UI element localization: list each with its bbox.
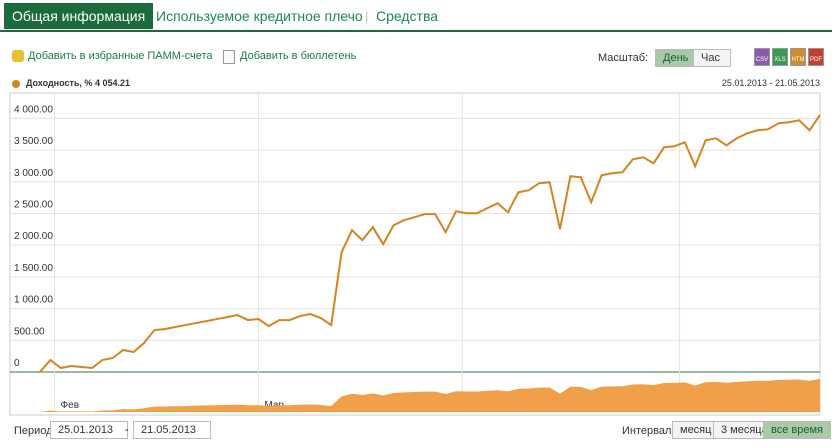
y-tick-label: 0 (14, 358, 20, 369)
period-label: Период: (14, 425, 56, 437)
y-tick-label: 1 500.00 (14, 263, 53, 274)
y-tick-label: 1 000.00 (14, 295, 53, 306)
legend-value: 4 054.21 (94, 78, 130, 88)
tab[interactable]: Средства (376, 8, 439, 24)
scale-button[interactable]: Час (693, 49, 731, 67)
legend-name: Доходность, % (26, 78, 93, 88)
plot-frame (9, 92, 821, 416)
interval-label: Интервал: (622, 425, 675, 437)
doc-icon (223, 50, 235, 64)
scale-label: Масштаб: (598, 52, 649, 64)
date-input[interactable]: 25.01.2013 (50, 421, 128, 439)
tab[interactable]: Используемое кредитное плечо (156, 8, 363, 24)
navigator-area (40, 378, 820, 412)
y-tick-label: 2 500.00 (14, 199, 53, 210)
tab[interactable]: Общая информация (4, 3, 154, 29)
bulletin-link[interactable]: Добавить в бюллетень (240, 50, 357, 62)
dash: - (125, 424, 129, 436)
export-icon[interactable]: XLS (772, 48, 788, 66)
y-tick-label: 3 500.00 (14, 136, 53, 147)
favorites-link[interactable]: Добавить в избранные ПАММ-счета (28, 50, 213, 62)
export-icon[interactable]: PDF (808, 48, 824, 66)
y-tick-label: 500.00 (14, 326, 45, 337)
y-tick-label: 2 000.00 (14, 231, 53, 242)
date-input[interactable]: 21.05.2013 (133, 421, 211, 439)
y-tick-label: 4 000.00 (14, 104, 53, 115)
scale-button[interactable]: День (655, 49, 697, 67)
star-icon (12, 50, 24, 62)
legend-dot (12, 80, 20, 88)
tab-bar-line (0, 30, 832, 32)
y-tick-label: 3 000.00 (14, 168, 53, 179)
separator: | (365, 9, 369, 24)
export-icon[interactable]: HTM (790, 48, 806, 66)
legend-entry: Доходность, % 4 054.21 (26, 78, 130, 88)
line (39, 114, 821, 373)
x-tick-label: Фев (61, 400, 79, 411)
interval-button[interactable]: все время (763, 421, 831, 439)
x-tick-label: Мар (264, 400, 284, 411)
date-range: 25.01.2013 - 21.05.2013 (721, 78, 820, 88)
export-icon[interactable]: CSV (754, 48, 770, 66)
